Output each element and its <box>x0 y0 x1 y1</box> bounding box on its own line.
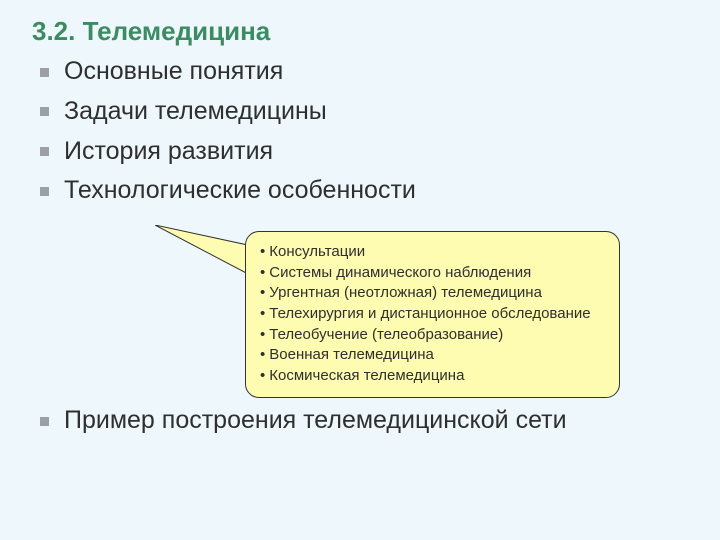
list-item: Пример построения телемедицинской сети <box>36 404 676 438</box>
list-item: Технологические особенности <box>36 174 676 208</box>
list-item-text: Пример построения телемедицинской сети <box>64 406 567 434</box>
list-item-text: Технологические особенности <box>64 176 416 204</box>
list-item-text: История развития <box>64 137 273 165</box>
list-item-text: Задачи телемедицины <box>64 97 327 125</box>
list-item: Основные понятия <box>36 55 676 89</box>
slide: 3.2. Телемедицина Основные понятия Задач… <box>0 0 720 540</box>
list-item: Задачи телемедицины <box>36 95 676 129</box>
slide-title: 3.2. Телемедицина <box>32 16 270 47</box>
spacer <box>36 214 676 404</box>
list-item: История развития <box>36 135 676 169</box>
main-list: Основные понятия Задачи телемедицины Ист… <box>36 55 676 444</box>
list-item-text: Основные понятия <box>64 57 283 85</box>
